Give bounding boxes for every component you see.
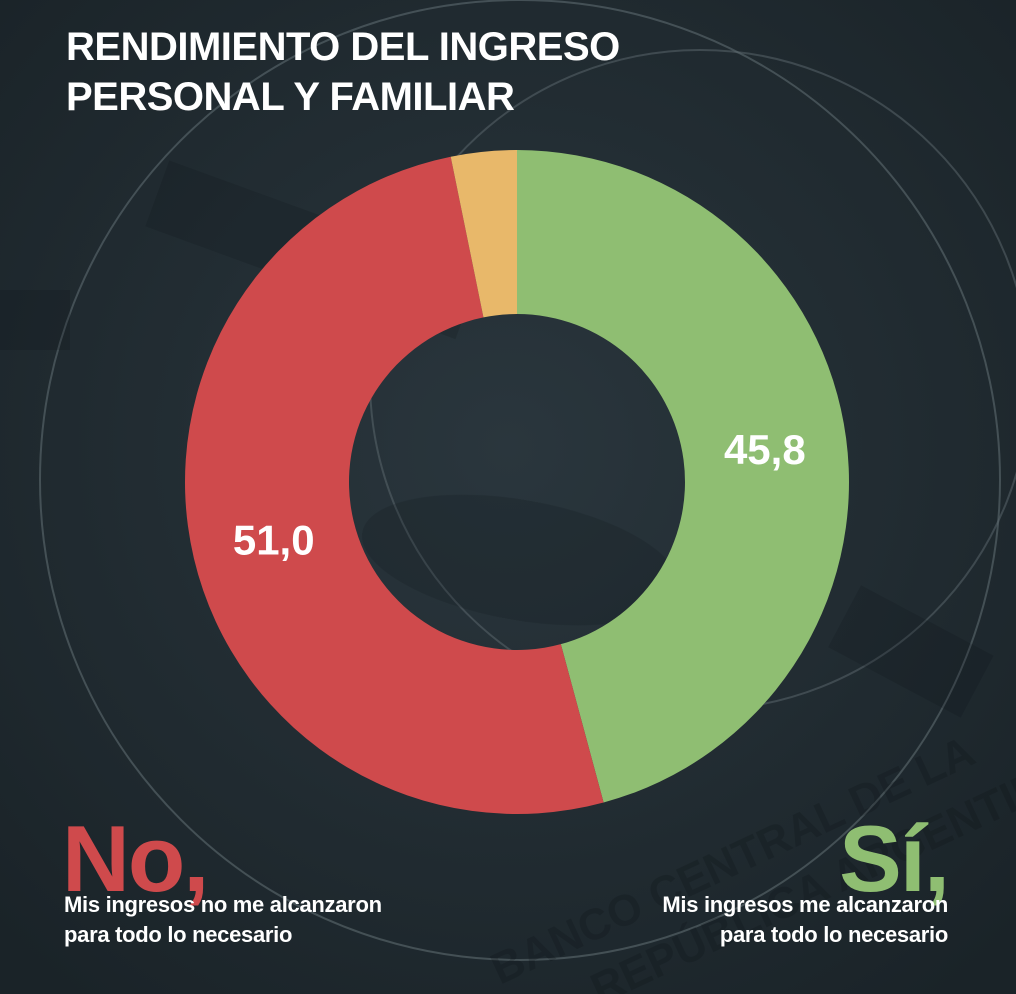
- legend-no-line-2: para todo lo necesario: [64, 922, 293, 947]
- legend-no-line-1: Mis ingresos no me alcanzaron: [64, 892, 382, 917]
- legend-si-word: Sí,: [839, 806, 950, 911]
- legend-no-description: Mis ingresos no me alcanzaron para todo …: [64, 890, 382, 950]
- legend-si-description: Mis ingresos me alcanzaron para todo lo …: [662, 890, 948, 950]
- legend-si-line-1: Mis ingresos me alcanzaron: [662, 892, 948, 917]
- chart-title: RENDIMIENTO DEL INGRESO PERSONAL Y FAMIL…: [66, 22, 766, 122]
- title-line-1: RENDIMIENTO DEL INGRESO: [66, 25, 620, 69]
- legend-si-line-2: para todo lo necesario: [719, 922, 948, 947]
- slice-label-no: 51,0: [233, 517, 315, 564]
- slice-si: [517, 150, 849, 803]
- slice-label-si: 45,8: [724, 426, 806, 473]
- legend-no-word: No,: [62, 806, 209, 911]
- slice-no: [184, 156, 604, 815]
- title-line-2: PERSONAL Y FAMILIAR: [66, 75, 515, 119]
- slice-other: [450, 150, 517, 318]
